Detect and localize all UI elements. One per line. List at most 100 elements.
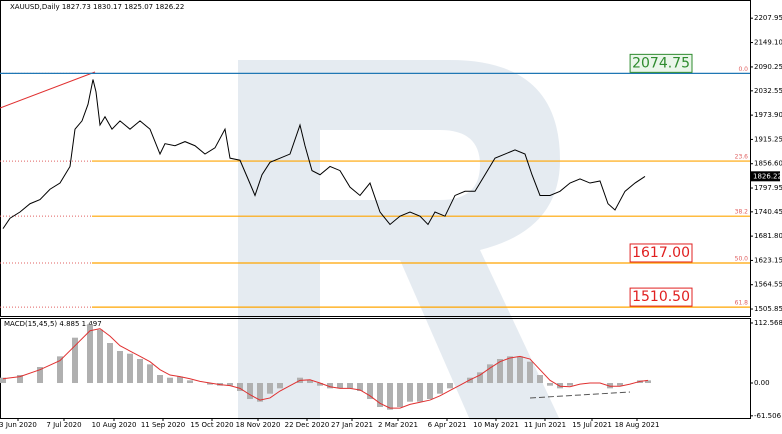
x-tick-label: 18 Nov 2020: [236, 421, 281, 429]
macd-bar: [0, 377, 6, 384]
level-label: 2074.75: [632, 55, 690, 71]
macd-bar: [437, 383, 443, 394]
macd-bar: [357, 383, 363, 392]
macd-bar: [567, 383, 573, 386]
macd-bar: [237, 383, 243, 392]
fib-ratio: 61.8: [735, 300, 749, 307]
macd-bar: [97, 329, 103, 384]
watermark: [238, 60, 560, 420]
y-tick-label: -61.506: [754, 412, 782, 420]
y-tick-label: 1973.90: [754, 111, 782, 119]
macd-bar: [397, 383, 403, 408]
macd-bar: [527, 361, 533, 384]
level-label-box: [629, 53, 693, 73]
macd-bar: [337, 383, 343, 389]
last-price-label: 1826.22: [753, 172, 782, 180]
fib-ratio: 0.0: [738, 66, 748, 73]
chart-title: XAUUSD,Daily 1827.73 1830.17 1825.07 182…: [10, 3, 184, 11]
level-label-box: [629, 243, 693, 263]
y-tick-label: 2032.55: [754, 87, 782, 95]
macd-bar: [127, 353, 133, 384]
macd-bar: [137, 359, 143, 384]
y-tick-label: 2149.10: [754, 39, 782, 47]
y-tick-label: 2090.25: [754, 63, 782, 71]
macd-bar: [507, 356, 513, 384]
macd-bar: [57, 356, 63, 384]
macd-bar: [517, 356, 523, 384]
price-panel: [0, 0, 751, 317]
macd-panel: [0, 318, 751, 419]
y-tick-label: 1740.45: [754, 208, 782, 216]
y-tick-label: 1856.60: [754, 160, 782, 168]
y-tick-label: 1797.95: [754, 184, 782, 192]
macd-bar: [167, 377, 173, 384]
x-tick-label: 6 Apr 2021: [428, 421, 467, 429]
macd-bar: [497, 359, 503, 384]
macd-bar: [72, 337, 78, 384]
x-tick-label: 3 Jun 2020: [0, 421, 37, 429]
last-price-tag: [750, 171, 780, 182]
level-label: 1510.50: [632, 289, 690, 305]
x-tick-label: 22 Dec 2020: [285, 421, 330, 429]
x-tick-label: 15 Oct 2020: [190, 421, 233, 429]
y-tick-label: 1623.15: [754, 256, 782, 264]
macd-bar: [157, 375, 163, 384]
macd-bar: [645, 380, 651, 384]
macd-bar: [407, 383, 413, 402]
macd-bar: [317, 383, 323, 386]
macd-bar: [267, 383, 273, 394]
x-tick-label: 10 May 2021: [473, 421, 519, 429]
macd-bar: [117, 351, 123, 384]
y-tick-label: 112.568: [754, 319, 782, 327]
x-tick-label: 11 Sep 2020: [141, 421, 185, 429]
macd-bar: [247, 383, 253, 400]
macd-bar: [177, 376, 183, 384]
fib-ratio: 50.0: [735, 255, 749, 262]
macd-bar: [487, 364, 493, 384]
level-label-box: [629, 287, 693, 307]
macd-bar: [447, 383, 453, 389]
y-tick-label: 1681.80: [754, 232, 782, 240]
fib-ratio: 23.6: [735, 154, 749, 161]
macd-bar: [327, 383, 333, 389]
x-tick-label: 10 Aug 2020: [92, 421, 137, 429]
signal-line: [2, 328, 649, 409]
macd-bar: [617, 383, 623, 386]
macd-bar: [477, 372, 483, 384]
macd-bar: [257, 383, 263, 402]
macd-bar: [377, 383, 383, 408]
divergence-line: [529, 391, 631, 399]
level-label: 1617.00: [632, 245, 690, 261]
macd-bar: [417, 383, 423, 402]
macd-bar: [387, 383, 393, 410]
trend-line: [0, 71, 96, 109]
x-tick-label: 15 Jul 2021: [572, 421, 612, 429]
x-tick-label: 27 Jan 2021: [331, 421, 373, 429]
y-tick-label: 1564.55: [754, 281, 782, 289]
macd-bar: [107, 343, 113, 384]
x-tick-label: 2 Mar 2021: [378, 421, 418, 429]
macd-bar: [17, 375, 23, 384]
macd-bar: [607, 383, 613, 389]
y-tick-label: 2207.95: [754, 14, 782, 22]
y-tick-label: 1915.25: [754, 135, 782, 143]
y-tick-label: 0.00: [754, 379, 770, 387]
macd-bar: [367, 383, 373, 400]
macd-bar: [537, 375, 543, 384]
y-tick-label: 1505.85: [754, 305, 782, 313]
macd-bar: [87, 324, 93, 384]
macd-bar: [547, 383, 553, 386]
macd-bar: [37, 367, 43, 384]
macd-bar: [227, 383, 233, 386]
macd-bar: [307, 380, 313, 384]
macd-bar: [277, 383, 283, 389]
macd-bar: [207, 383, 213, 385]
x-tick-label: 18 Aug 2021: [615, 421, 660, 429]
macd-bar: [187, 380, 193, 384]
x-tick-label: 11 Jun 2021: [524, 421, 566, 429]
macd-bar: [147, 364, 153, 384]
fib-ratio: 38.2: [735, 209, 749, 216]
price-line: [2, 79, 646, 229]
macd-bar: [347, 383, 353, 389]
